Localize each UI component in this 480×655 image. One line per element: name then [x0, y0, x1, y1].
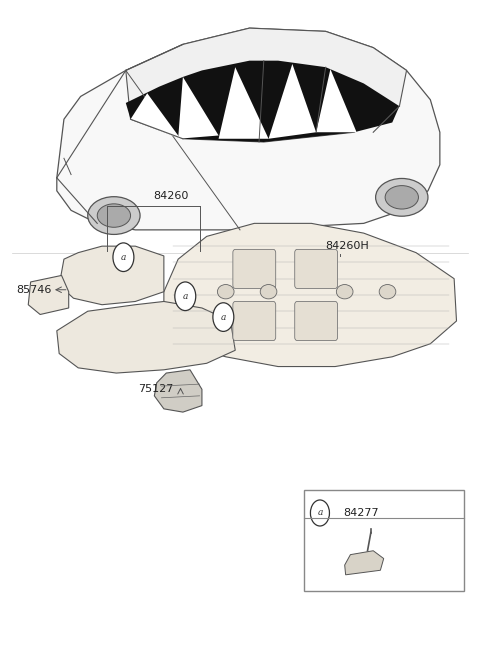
Text: 85746: 85746 — [16, 285, 52, 295]
Polygon shape — [155, 370, 202, 412]
Text: a: a — [121, 253, 126, 262]
Circle shape — [213, 303, 234, 331]
Ellipse shape — [376, 178, 428, 216]
Ellipse shape — [336, 284, 353, 299]
Ellipse shape — [260, 284, 277, 299]
Polygon shape — [131, 93, 180, 139]
Ellipse shape — [379, 284, 396, 299]
FancyBboxPatch shape — [295, 250, 337, 288]
Polygon shape — [268, 64, 316, 139]
Polygon shape — [164, 223, 456, 367]
Polygon shape — [316, 69, 357, 132]
Polygon shape — [57, 301, 235, 373]
Polygon shape — [59, 246, 164, 305]
Circle shape — [113, 243, 134, 272]
Circle shape — [175, 282, 196, 310]
FancyBboxPatch shape — [233, 301, 276, 341]
Text: 84277: 84277 — [343, 508, 378, 518]
FancyBboxPatch shape — [304, 490, 464, 591]
Polygon shape — [28, 276, 69, 314]
Ellipse shape — [217, 284, 234, 299]
Circle shape — [311, 500, 329, 526]
Polygon shape — [126, 61, 399, 142]
Text: a: a — [221, 312, 226, 322]
Polygon shape — [345, 551, 384, 575]
Polygon shape — [178, 77, 218, 139]
Text: a: a — [317, 508, 323, 517]
Text: a: a — [182, 291, 188, 301]
Ellipse shape — [385, 185, 419, 209]
Text: 84260H: 84260H — [325, 240, 370, 251]
Text: 75127: 75127 — [138, 384, 173, 394]
Polygon shape — [126, 28, 407, 142]
Polygon shape — [218, 67, 268, 139]
FancyBboxPatch shape — [233, 250, 276, 288]
FancyBboxPatch shape — [295, 301, 337, 341]
Ellipse shape — [97, 204, 131, 227]
Text: 84260: 84260 — [153, 191, 189, 200]
Ellipse shape — [88, 196, 140, 234]
Polygon shape — [57, 28, 440, 230]
